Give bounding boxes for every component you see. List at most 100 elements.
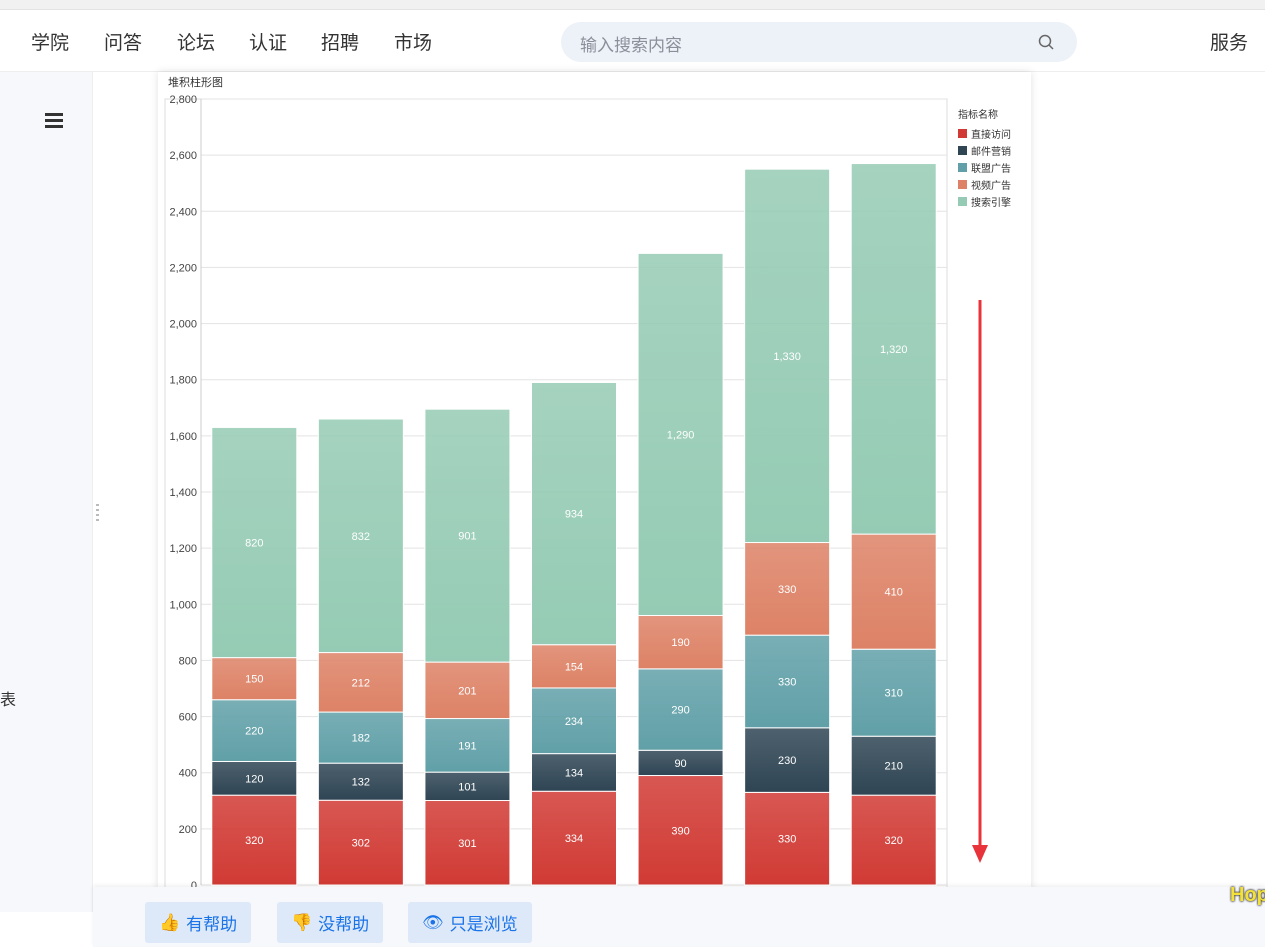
nav-item-forum[interactable]: 论坛 — [177, 33, 216, 54]
bar-segment[interactable] — [424, 408, 511, 663]
nav-item-services[interactable]: 服务 — [1210, 33, 1249, 54]
data-label: 190 — [671, 637, 689, 649]
bar-segment[interactable] — [850, 735, 937, 796]
data-label: 832 — [352, 531, 370, 543]
legend-label: 直接访问 — [971, 130, 1011, 141]
nav-item-cert[interactable]: 认证 — [249, 33, 288, 54]
search-input[interactable]: 输入搜索内容 — [561, 22, 1077, 62]
nav-item-market[interactable]: 市场 — [394, 33, 433, 54]
helpful-label: 有帮助 — [186, 915, 238, 934]
resize-handle[interactable] — [96, 504, 99, 524]
legend-item[interactable]: 联盟广告 — [958, 159, 1011, 176]
bar-segment[interactable] — [637, 252, 724, 617]
y-tick-label: 2,600 — [169, 150, 197, 162]
data-label: 150 — [245, 674, 263, 686]
legend-title: 指标名称 — [958, 110, 998, 121]
bar-segment[interactable] — [317, 711, 404, 764]
bar-segment[interactable] — [850, 648, 937, 737]
legend: 指标名称 直接访问邮件营销联盟广告视频广告 搜索引擎 — [958, 106, 1011, 210]
data-label: 132 — [352, 777, 370, 789]
y-tick-label: 800 — [179, 655, 197, 667]
y-tick-label: 0 — [191, 880, 197, 887]
data-label: 334 — [565, 833, 583, 845]
nav-item-qa[interactable]: 问答 — [104, 33, 143, 54]
data-label: 191 — [458, 740, 476, 752]
legend-item[interactable]: 视频广告 — [958, 176, 1011, 193]
legend-swatch — [958, 129, 967, 138]
bar-segment[interactable] — [424, 661, 511, 720]
nav-item-jobs[interactable]: 招聘 — [321, 33, 360, 54]
nav-item-academy[interactable]: 学院 — [31, 33, 70, 54]
data-label: 134 — [565, 767, 583, 779]
bar-segment[interactable] — [531, 644, 617, 689]
legend-item[interactable]: 直接访问 — [958, 125, 1011, 142]
bar-segment[interactable] — [211, 426, 298, 659]
bar-segment[interactable] — [317, 418, 404, 654]
bar-segment[interactable] — [744, 542, 831, 636]
not-helpful-button[interactable]: 👎 没帮助 — [277, 902, 384, 943]
data-label: 212 — [352, 677, 370, 689]
search-icon[interactable] — [1037, 33, 1055, 51]
menu-icon[interactable] — [45, 113, 63, 128]
data-label: 101 — [458, 781, 476, 793]
just-browsing-label: 只是浏览 — [449, 915, 518, 934]
data-label: 320 — [245, 835, 263, 847]
legend-swatch — [958, 163, 967, 172]
legend-label: 联盟广告 — [971, 164, 1011, 175]
data-label: 310 — [885, 688, 903, 700]
stacked-bar-chart: 0 200 400 600 800 1,000 1,200 1,400 1,600 1,800 2,… — [164, 94, 948, 887]
bar-segment[interactable] — [211, 699, 298, 762]
top-nav: 学院 问答 论坛 认证 招聘 市场 输入搜索内容 服务 — [0, 10, 1265, 72]
not-helpful-label: 没帮助 — [318, 915, 370, 934]
sidebar-partial-text: 表 — [0, 692, 17, 709]
legend-item[interactable]: 邮件营销 — [958, 142, 1011, 159]
browser-strip — [0, 0, 1265, 10]
bar-segment[interactable] — [424, 800, 511, 886]
data-label: 330 — [778, 676, 796, 688]
bar-segment[interactable] — [211, 760, 298, 796]
just-browsing-button[interactable]: 👁 只是浏览 — [408, 902, 532, 943]
bar-segment[interactable] — [424, 718, 511, 773]
legend-label: 视频广告 — [971, 181, 1011, 192]
bar-segment[interactable] — [637, 749, 724, 777]
bar-segment[interactable] — [637, 775, 724, 886]
data-label: 901 — [458, 531, 476, 543]
bar-segment[interactable] — [744, 634, 831, 729]
bar-segment[interactable] — [744, 168, 831, 544]
data-label: 1,330 — [773, 351, 801, 363]
bar-segment[interactable] — [531, 687, 617, 755]
bar-segment[interactable] — [637, 615, 724, 670]
bar-segment[interactable] — [531, 790, 617, 886]
bar-segment[interactable] — [211, 794, 298, 886]
y-tick-label: 1,000 — [169, 599, 197, 611]
eye-icon: 👁 — [422, 912, 444, 932]
thumbs-down-icon: 👎 — [291, 912, 313, 932]
bar-segment[interactable] — [317, 799, 404, 886]
bar-segment[interactable] — [317, 762, 404, 801]
chart-title: 堆积柱形图 — [168, 77, 223, 89]
legend-label: 邮件营销 — [971, 147, 1011, 158]
y-tick-label: 2,400 — [169, 206, 197, 218]
y-tick-label: 1,600 — [169, 431, 197, 443]
legend-swatch — [958, 197, 967, 206]
overlay-text: Hop — [1230, 884, 1265, 906]
bar-segment[interactable] — [744, 727, 831, 793]
bar-segment[interactable] — [850, 163, 937, 535]
helpful-button[interactable]: 👍 有帮助 — [145, 902, 252, 943]
data-label: 1,320 — [880, 344, 908, 356]
data-label: 154 — [565, 661, 583, 673]
data-label: 410 — [885, 587, 903, 599]
bar-segment[interactable] — [211, 657, 298, 701]
data-label: 120 — [245, 773, 263, 785]
data-label: 290 — [671, 705, 689, 717]
data-label: 301 — [458, 838, 476, 850]
bar-segment[interactable] — [637, 668, 724, 751]
legend-item[interactable]: 搜索引擎 — [958, 193, 1011, 210]
y-tick-label: 400 — [179, 768, 197, 780]
data-label: 820 — [245, 538, 263, 550]
bar-segment[interactable] — [531, 382, 617, 646]
y-tick-label: 1,200 — [169, 543, 197, 555]
bar-segment[interactable] — [424, 771, 511, 802]
y-tick-label: 2,200 — [169, 262, 197, 274]
bar-segment[interactable] — [850, 794, 937, 886]
